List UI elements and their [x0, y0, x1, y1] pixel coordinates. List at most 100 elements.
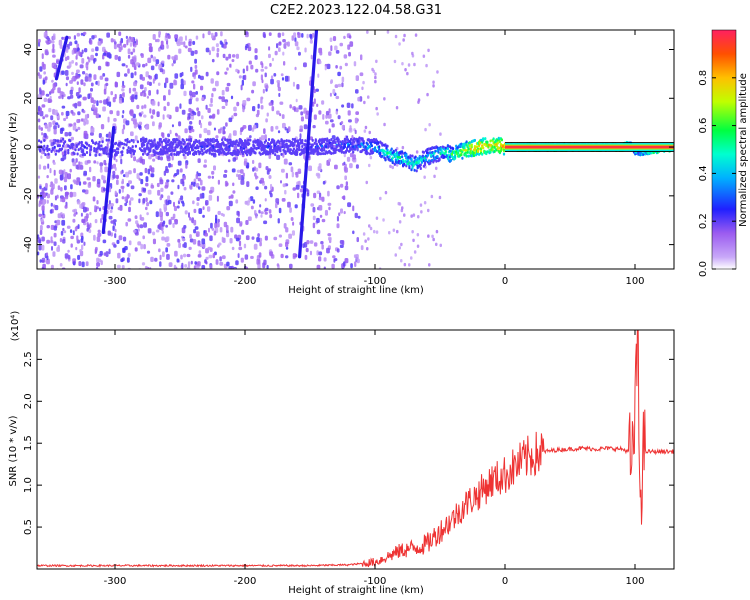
heatmap-cell — [167, 199, 172, 205]
heatmap-cell — [197, 146, 200, 150]
heatmap-cell — [268, 209, 272, 214]
heatmap-cell — [155, 39, 158, 43]
heatmap-cell — [271, 57, 274, 62]
heatmap-cell — [348, 119, 352, 123]
heatmap-cell — [205, 256, 209, 260]
heatmap-cell — [132, 57, 137, 62]
heatmap-cell — [320, 141, 324, 145]
heatmap-cell — [318, 60, 322, 65]
heatmap-cell — [348, 35, 352, 39]
heatmap-cell — [443, 155, 446, 159]
heatmap-cell — [334, 84, 339, 88]
heatmap-cell — [468, 144, 471, 148]
heatmap-cell — [302, 243, 305, 248]
heatmap-cell — [285, 227, 289, 233]
heatmap-cell — [226, 82, 231, 87]
colorbar: 0.00.20.40.60.8 Normalized spectral ampl… — [698, 29, 749, 277]
heatmap-cell — [115, 151, 118, 155]
heatmap-cell — [185, 162, 188, 169]
heatmap-cell — [156, 38, 160, 43]
heatmap-cell — [119, 40, 122, 46]
heatmap-cell — [38, 105, 41, 112]
heatmap-cell — [189, 216, 192, 221]
heatmap-cell — [394, 253, 397, 257]
heatmap-cell — [107, 116, 110, 123]
heatmap-cell — [93, 58, 96, 64]
heatmap-cell — [463, 144, 466, 148]
heatmap-cell — [69, 80, 73, 84]
heatmap-cell — [161, 230, 164, 234]
heatmap-cell — [197, 186, 201, 190]
heatmap-cell — [83, 130, 88, 136]
heatmap-cell — [215, 218, 218, 224]
heatmap-cell — [238, 75, 242, 79]
heatmap-cell — [448, 149, 451, 153]
heatmap-cell — [160, 140, 163, 144]
heatmap-cell — [55, 122, 59, 126]
heatmap-cell — [408, 166, 411, 170]
heatmap-cell — [110, 206, 114, 210]
heatmap-cell — [211, 46, 215, 52]
heatmap-cell — [323, 266, 326, 269]
heatmap-cell — [281, 114, 285, 119]
heatmap-cell — [343, 54, 348, 59]
heatmap-cell — [146, 202, 150, 207]
heatmap-cell — [56, 219, 61, 226]
heatmap-cell — [102, 54, 105, 60]
heatmap-cell — [313, 141, 316, 145]
heatmap-cell — [420, 210, 423, 214]
heatmap-cell — [398, 202, 402, 206]
heatmap-cell — [278, 207, 282, 214]
heatmap-cell — [318, 205, 323, 211]
heatmap-cell — [278, 47, 281, 52]
heatmap-cell — [71, 60, 74, 64]
heatmap-cell — [237, 150, 240, 154]
heatmap-cell — [180, 195, 184, 201]
heatmap-cell — [139, 84, 144, 90]
heatmap-cell — [113, 244, 117, 248]
heatmap-cell — [85, 73, 89, 77]
heatmap-cell — [101, 147, 104, 151]
heatmap-cell — [126, 148, 129, 152]
heatmap-cell — [376, 150, 379, 154]
heatmap-cell — [339, 42, 343, 47]
heatmap-cell — [326, 139, 329, 143]
heatmap-cell — [167, 54, 171, 60]
heatmap-cell — [329, 37, 333, 42]
heatmap-cell — [404, 68, 407, 72]
heatmap-cell — [46, 175, 49, 179]
heatmap-cell — [353, 137, 356, 141]
heatmap-cell — [81, 244, 84, 250]
heatmap-cell — [148, 43, 152, 47]
heatmap-cell — [367, 95, 370, 99]
heatmap-cell — [131, 145, 134, 149]
heatmap-cell — [247, 46, 252, 52]
heatmap-cell — [478, 152, 481, 156]
heatmap-cell — [287, 41, 290, 47]
heatmap-cell — [340, 183, 344, 188]
heatmap-cell — [489, 139, 492, 143]
heatmap-cell — [141, 105, 144, 110]
colorbar-tick-label: 0.2 — [698, 213, 709, 229]
heatmap-cell — [54, 62, 57, 69]
heatmap-cell — [117, 151, 120, 154]
heatmap-cell — [51, 148, 54, 152]
y-tick-label: 2.0 — [23, 393, 34, 409]
heatmap-cell — [233, 106, 237, 112]
heatmap-cell — [330, 138, 333, 141]
heatmap-cell — [142, 197, 146, 204]
heatmap-cell — [242, 68, 245, 74]
heatmap-cell — [322, 180, 326, 185]
heatmap-cell — [121, 150, 124, 154]
heatmap-cell — [264, 198, 267, 202]
heatmap-cell — [116, 43, 121, 48]
heatmap-cell — [176, 40, 181, 47]
heatmap-cell — [83, 145, 86, 149]
heatmap-cell — [87, 76, 92, 82]
heatmap-cell — [381, 142, 384, 146]
heatmap-cell — [428, 263, 431, 267]
heatmap-cell — [193, 208, 197, 214]
heatmap-cell — [291, 137, 294, 141]
heatmap-cell — [95, 141, 98, 145]
heatmap-cell — [121, 178, 124, 184]
